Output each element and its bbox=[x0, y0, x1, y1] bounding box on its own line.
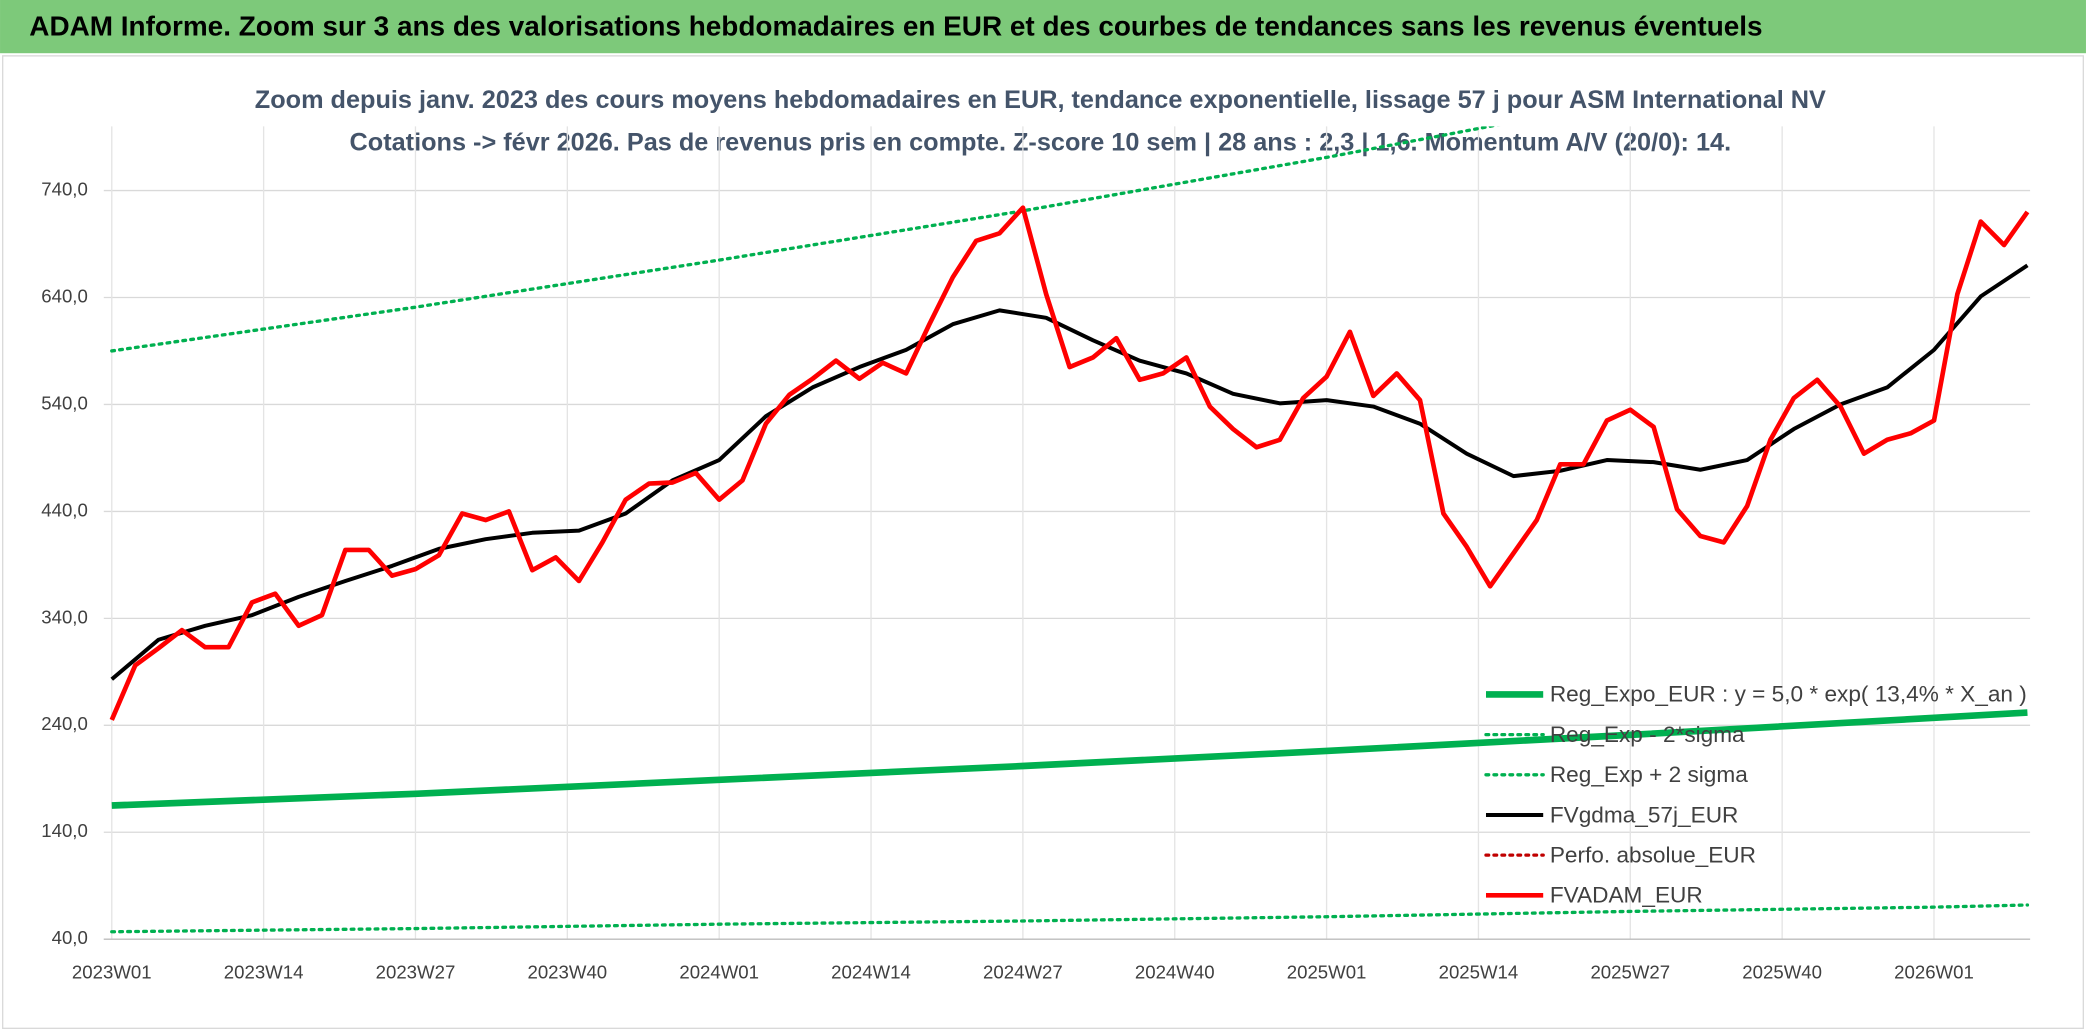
header-title: ADAM Informe. Zoom sur 3 ans des valoris… bbox=[29, 10, 1762, 41]
x-tick-label: 2023W01 bbox=[72, 962, 152, 983]
series-line bbox=[110, 126, 1499, 353]
chart-title: Zoom depuis janv. 2023 des cours moyens … bbox=[255, 86, 1826, 114]
series-line bbox=[110, 903, 2030, 934]
x-tick-label: 2024W27 bbox=[983, 962, 1063, 983]
series-line bbox=[110, 263, 2029, 681]
y-tick-label: 640,0 bbox=[41, 285, 88, 306]
x-tick-label: 2024W40 bbox=[1135, 962, 1215, 983]
legend-label: Perfo. absolue_EUR bbox=[1550, 842, 1756, 867]
legend-label: Reg_Expo_EUR : y = 5,0 * exp( 13,4% * X_… bbox=[1550, 682, 2027, 707]
x-tick-label: 2024W01 bbox=[679, 962, 759, 983]
y-tick-label: 240,0 bbox=[41, 713, 88, 734]
x-tick-label: 2023W40 bbox=[527, 962, 607, 983]
y-tick-label: 40,0 bbox=[52, 927, 88, 948]
y-tick-label: 440,0 bbox=[41, 499, 88, 520]
y-tick-label: 740,0 bbox=[41, 178, 88, 199]
chart-subtitle: Cotations -> févr 2026. Pas de revenus p… bbox=[350, 128, 1732, 156]
legend: Reg_Expo_EUR : y = 5,0 * exp( 13,4% * X_… bbox=[1484, 682, 2027, 908]
x-tick-label: 2026W01 bbox=[1894, 962, 1974, 983]
legend-label: Reg_Exp - 2*sigma bbox=[1550, 722, 1745, 747]
legend-label: Reg_Exp + 2 sigma bbox=[1550, 762, 1748, 787]
x-tick-label: 2025W27 bbox=[1590, 962, 1670, 983]
plot-area bbox=[109, 126, 2030, 934]
x-tick-label: 2025W01 bbox=[1287, 962, 1367, 983]
series-line bbox=[111, 709, 2028, 809]
x-tick-label: 2025W14 bbox=[1439, 962, 1519, 983]
y-tick-label: 540,0 bbox=[41, 392, 88, 413]
x-tick-label: 2023W27 bbox=[376, 962, 456, 983]
y-tick-label: 340,0 bbox=[41, 606, 88, 627]
x-tick-label: 2024W14 bbox=[831, 962, 911, 983]
legend-label: FVADAM_EUR bbox=[1550, 883, 1703, 908]
header-banner bbox=[0, 0, 2086, 54]
series-line bbox=[109, 205, 2030, 721]
chart-frame bbox=[2, 55, 2084, 1030]
x-tick-label: 2023W14 bbox=[224, 962, 304, 983]
grid: 40,0 140,0 240,0 340,0 440,0 540,0 640,0 740,0 2… bbox=[41, 126, 2031, 983]
legend-label: FVgdma_57j_EUR bbox=[1550, 802, 1739, 827]
x-tick-label: 2025W40 bbox=[1742, 962, 1822, 983]
y-tick-label: 140,0 bbox=[41, 820, 88, 841]
